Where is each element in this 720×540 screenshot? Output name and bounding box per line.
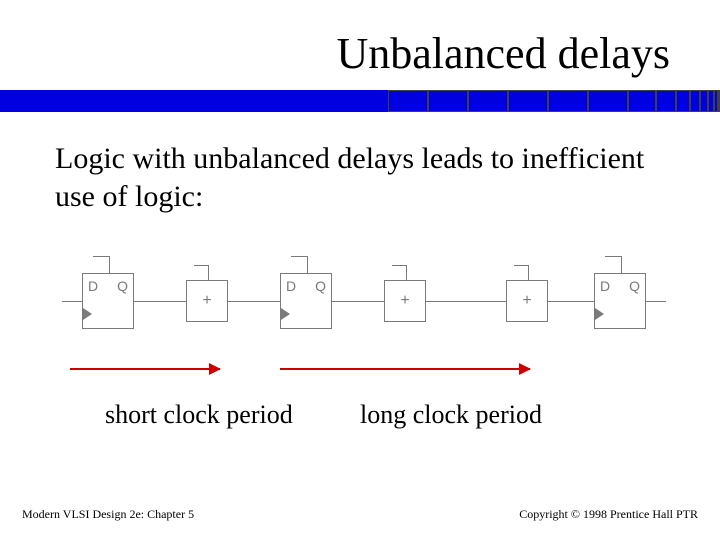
wire: [62, 301, 82, 302]
bar-cell: [700, 90, 708, 112]
ff-q-label: Q: [117, 278, 128, 294]
bar-big: [0, 90, 388, 112]
ff-clock-icon: [83, 308, 92, 320]
bar-cell: [508, 90, 548, 112]
footer-left: Modern VLSI Design 2e: Chapter 5: [22, 507, 194, 522]
ff-q-label: Q: [629, 278, 640, 294]
ff-clock-wire: [109, 256, 110, 274]
bar-cell: [656, 90, 676, 112]
adder-top-wire: [208, 265, 209, 281]
arrow-long: [280, 368, 530, 370]
adder-label: +: [202, 292, 211, 310]
flipflop-block: DQ: [280, 273, 332, 329]
wire: [228, 301, 280, 302]
ff-clock-icon: [281, 308, 290, 320]
adder-block: +: [506, 280, 548, 322]
bar-cell: [628, 90, 656, 112]
ff-clock-wire: [621, 256, 622, 274]
arrow-short: [70, 368, 220, 370]
decorative-bar: [0, 90, 720, 112]
wire: [426, 301, 506, 302]
slide: Unbalanced delays Logic with unbalanced …: [0, 0, 720, 540]
bar-cell: [548, 90, 588, 112]
wire: [548, 301, 594, 302]
flipflop-block: DQ: [594, 273, 646, 329]
caption-long: long clock period: [360, 400, 542, 430]
body-text: Logic with unbalanced delays leads to in…: [55, 140, 675, 215]
bar-cell: [468, 90, 508, 112]
slide-title: Unbalanced delays: [336, 28, 670, 79]
adder-top-wire: [528, 265, 529, 281]
ff-d-label: D: [88, 278, 98, 294]
wire: [332, 301, 384, 302]
ff-d-label: D: [286, 278, 296, 294]
caption-short: short clock period: [105, 400, 293, 430]
bar-cell: [690, 90, 700, 112]
ff-clock-icon: [595, 308, 604, 320]
adder-block: +: [186, 280, 228, 322]
bar-cell: [676, 90, 690, 112]
adder-label: +: [522, 292, 531, 310]
wire: [134, 301, 186, 302]
ff-d-label: D: [600, 278, 610, 294]
pipeline-diagram: DQDQDQ+++: [70, 255, 650, 355]
bar-cell: [428, 90, 468, 112]
flipflop-block: DQ: [82, 273, 134, 329]
adder-block: +: [384, 280, 426, 322]
ff-q-label: Q: [315, 278, 326, 294]
ff-clock-wire: [307, 256, 308, 274]
footer-right: Copyright © 1998 Prentice Hall PTR: [519, 507, 698, 522]
bar-cell: [388, 90, 428, 112]
wire: [646, 301, 666, 302]
adder-top-wire: [406, 265, 407, 281]
bar-cell: [588, 90, 628, 112]
adder-label: +: [400, 292, 409, 310]
